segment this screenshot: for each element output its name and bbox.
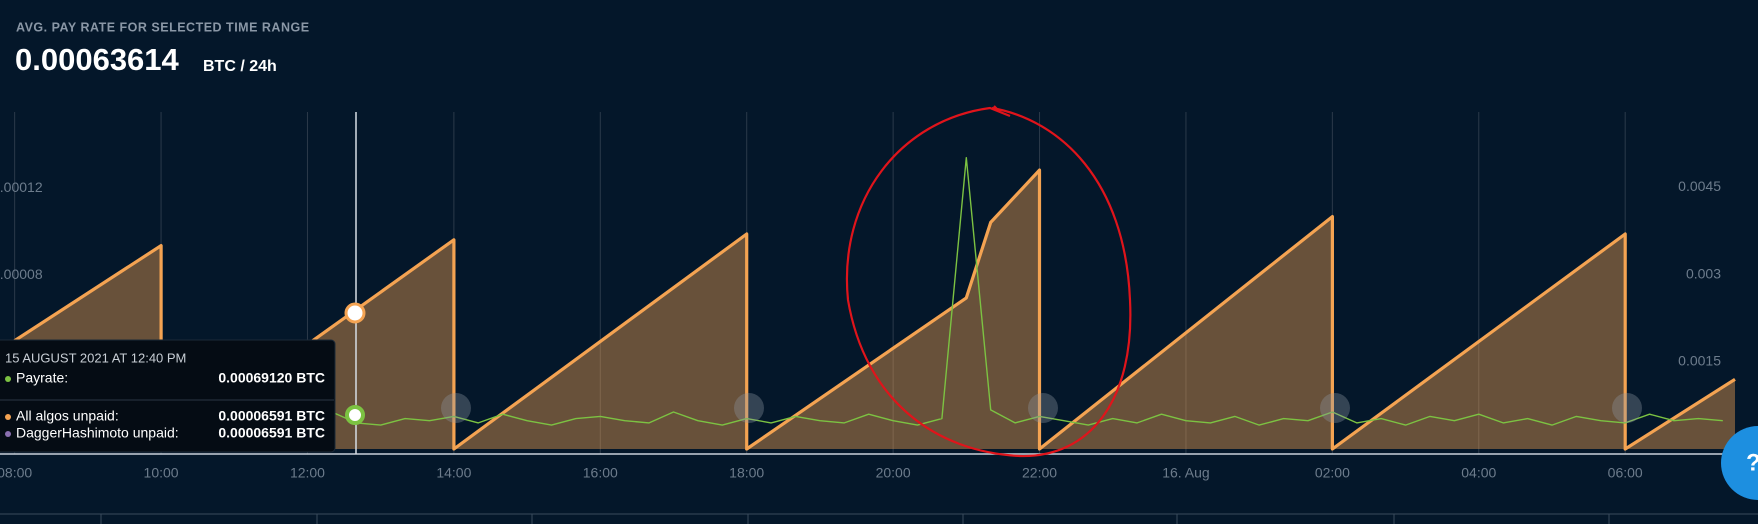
y2-tick-label: 0.0045 [1678, 178, 1721, 194]
x-tick-label: 22:00 [1022, 465, 1057, 481]
tooltip-label: Payrate: [16, 370, 68, 386]
tooltip-value: 0.00006591 BTC [218, 408, 325, 424]
x-tick-label: 20:00 [876, 465, 911, 481]
x-tick-label: 10:00 [144, 465, 179, 481]
payout-icons [441, 393, 1642, 423]
x-tick-label: 08:00 [0, 465, 32, 481]
tooltip-value: 0.00069120 BTC [218, 370, 325, 386]
strip-dividers [100, 514, 1610, 524]
payout-icon [1612, 393, 1642, 423]
y2-tick-label: 0.0015 [1678, 353, 1721, 369]
tooltip-box [0, 339, 336, 453]
tooltip-date: 15 AUGUST 2021 AT 12:40 PM [5, 350, 186, 365]
x-tick-label: 18:00 [729, 465, 764, 481]
tooltip-label: DaggerHashimoto unpaid: [16, 425, 179, 441]
x-tick-label: 14:00 [436, 465, 471, 481]
grid: 08:00 10:00 12:00 14:00 16:00 18:00 20:00 22:00… [0, 112, 1721, 481]
header-unit: BTC / 24h [203, 58, 277, 75]
tooltip-label: All algos unpaid: [16, 408, 119, 424]
x-tick-label: 16. Aug [1162, 465, 1210, 481]
x-tick-label: 12:00 [290, 465, 325, 481]
x-tick-label: 16:00 [583, 465, 618, 481]
y2-tick-label: 0.003 [1686, 265, 1721, 281]
x-tick-label: 02:00 [1315, 465, 1350, 481]
tooltip-value: 0.00006591 BTC [218, 425, 325, 441]
tooltip-dot [5, 431, 11, 437]
help-button[interactable] [1721, 426, 1758, 500]
annotation-circle [845, 105, 1132, 458]
payout-icon [441, 393, 471, 423]
header-value: 0.00063614 [15, 42, 180, 77]
x-tick-label: 06:00 [1608, 465, 1643, 481]
hover-marker [344, 302, 366, 324]
hover-marker [345, 405, 365, 425]
tooltip-dot [5, 376, 11, 382]
tooltip: 15 AUGUST 2021 AT 12:40 PM Payrate: 0.00… [0, 339, 336, 453]
bottom-strip [0, 513, 1758, 524]
payout-icon [734, 393, 764, 423]
y-tick-label: 0.00008 [0, 266, 43, 282]
area [0, 170, 1735, 449]
payout-icon [1320, 393, 1350, 423]
x-tick-label: 04:00 [1461, 465, 1496, 481]
payout-icon [1028, 393, 1058, 423]
tooltip-dot [5, 414, 11, 420]
help-icon[interactable]: ? [1746, 449, 1758, 476]
y-tick-label: 0.00012 [0, 179, 43, 195]
header-title: AVG. PAY RATE FOR SELECTED TIME RANGE [16, 20, 310, 34]
